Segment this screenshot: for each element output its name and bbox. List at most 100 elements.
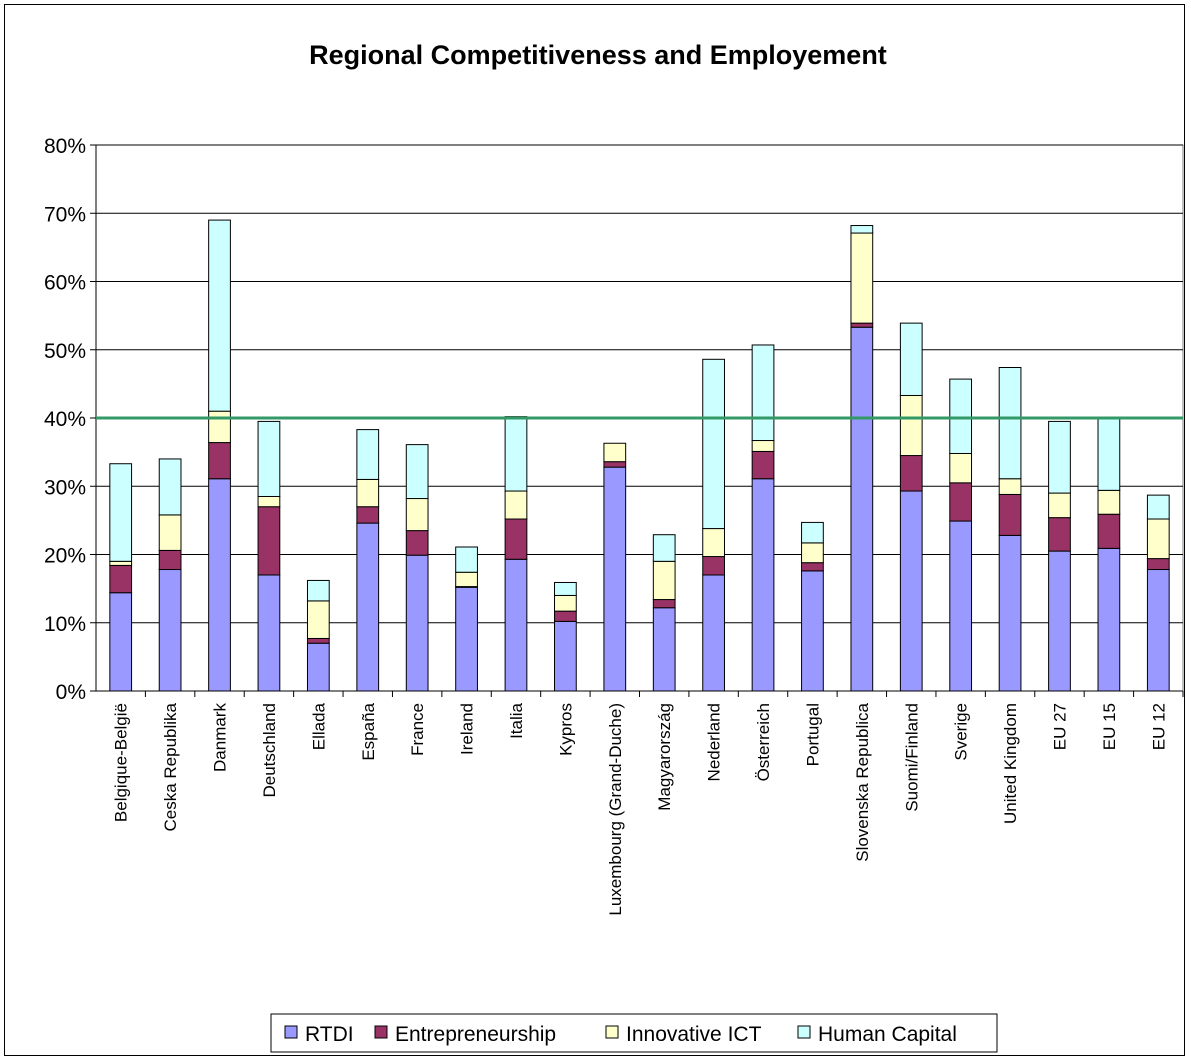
bar-segment bbox=[257, 574, 281, 692]
y-tick-label: 60% bbox=[44, 272, 86, 295]
legend-box bbox=[270, 1013, 998, 1053]
bar-segment bbox=[702, 574, 725, 692]
bar-segment bbox=[306, 637, 330, 644]
category-label: Suomi/Finland bbox=[902, 703, 921, 812]
bar-segment bbox=[405, 444, 429, 500]
legend-label: Innovative ICT bbox=[626, 1023, 762, 1046]
bar-segment bbox=[158, 514, 182, 551]
bar-segment bbox=[801, 521, 824, 544]
category-label: Slovenska Republica bbox=[853, 702, 872, 861]
category-label: Italia bbox=[507, 702, 526, 738]
legend-swatch bbox=[284, 1025, 298, 1039]
bar-segment bbox=[1097, 547, 1121, 692]
y-tick-label: 80% bbox=[44, 135, 86, 158]
category-label: Österreich bbox=[754, 703, 773, 781]
bar-segment bbox=[356, 522, 380, 692]
bar-segment bbox=[899, 490, 923, 692]
bar-segment bbox=[109, 560, 133, 566]
bar-segment bbox=[405, 554, 429, 692]
bar-segment bbox=[455, 571, 478, 588]
bar-segment bbox=[1097, 513, 1121, 549]
bar-segment bbox=[850, 322, 874, 328]
category-label: Portugal bbox=[803, 703, 822, 766]
category-label: Belgique-België bbox=[112, 703, 131, 822]
y-tick-label: 0% bbox=[56, 681, 86, 704]
bar-segment bbox=[899, 394, 923, 457]
bar-segment bbox=[949, 520, 973, 692]
category-label: Sverige bbox=[952, 703, 971, 761]
category-label: Magyarország bbox=[655, 703, 674, 811]
bar-segment bbox=[702, 556, 725, 576]
bar-segment bbox=[356, 429, 380, 480]
legend: RTDI Entrepreneurship Innovative ICT Human … bbox=[270, 1013, 998, 1053]
bar-segment bbox=[652, 534, 676, 562]
bar-segment bbox=[1048, 517, 1071, 552]
bar-segment bbox=[257, 506, 281, 576]
bar-segment bbox=[652, 599, 676, 609]
bar-segment bbox=[949, 452, 973, 484]
bar-segment bbox=[257, 420, 281, 497]
category-label: Ellada bbox=[309, 702, 328, 750]
bar-segment bbox=[109, 463, 133, 562]
bar-segment bbox=[850, 326, 874, 692]
y-tick-label: 50% bbox=[44, 340, 86, 363]
bar-segment bbox=[455, 586, 478, 692]
bar-segment bbox=[306, 579, 330, 602]
x-axis: Belgique-België Ceska Republika Danmark Deu… bbox=[112, 691, 1184, 916]
bar-segment bbox=[158, 569, 182, 692]
bar-segment bbox=[801, 562, 824, 572]
bar-segment bbox=[1097, 489, 1121, 515]
bar-segment bbox=[998, 493, 1022, 536]
bar-segment bbox=[356, 478, 380, 508]
legend-swatch bbox=[605, 1025, 619, 1039]
bar-segment bbox=[1146, 494, 1170, 520]
bar-segment bbox=[306, 642, 330, 692]
legend-swatch bbox=[374, 1025, 388, 1039]
category-label: Deutschland bbox=[260, 703, 279, 798]
bar-segment bbox=[751, 450, 775, 480]
chart-title: Regional Competitiveness and Employement bbox=[309, 40, 887, 70]
legend-label: Entrepreneurship bbox=[395, 1023, 556, 1046]
bar-segment bbox=[1146, 569, 1170, 692]
bar-segment bbox=[751, 478, 775, 692]
y-tick-label: 70% bbox=[44, 203, 86, 226]
bar-segment bbox=[208, 478, 231, 692]
bar-segment bbox=[455, 546, 478, 573]
y-tick-label: 40% bbox=[44, 408, 86, 431]
legend-label: Human Capital bbox=[818, 1023, 957, 1046]
bar-segment bbox=[998, 366, 1022, 480]
legend-swatch bbox=[797, 1025, 811, 1039]
bar-segment bbox=[405, 498, 429, 532]
bar-segment bbox=[998, 534, 1022, 692]
bar-segment bbox=[257, 495, 281, 508]
bar-segment bbox=[801, 542, 824, 564]
category-label: EU 27 bbox=[1050, 703, 1069, 750]
y-tick-label: 20% bbox=[44, 545, 86, 568]
bar-segment bbox=[652, 607, 676, 692]
bar-segment bbox=[356, 506, 380, 524]
bar-segment bbox=[1048, 492, 1071, 519]
category-label: Danmark bbox=[211, 703, 230, 772]
bar-segment bbox=[158, 458, 182, 516]
category-label: Ireland bbox=[458, 703, 477, 755]
bar-segment bbox=[801, 570, 824, 692]
bar-segment bbox=[1048, 550, 1071, 692]
bar-segment bbox=[949, 482, 973, 522]
category-label: EU 15 bbox=[1100, 703, 1119, 750]
bar-segment bbox=[1146, 558, 1170, 571]
bar-segment bbox=[1048, 420, 1071, 494]
category-label: España bbox=[359, 702, 378, 760]
y-tick-label: 10% bbox=[44, 613, 86, 636]
bar-segment bbox=[554, 610, 577, 622]
bar-segment bbox=[850, 225, 874, 234]
bar-segment bbox=[652, 560, 676, 601]
bar-segment bbox=[208, 219, 231, 412]
category-label: Kypros bbox=[556, 703, 575, 756]
bar-segment bbox=[504, 490, 528, 520]
bar-segment bbox=[850, 232, 874, 324]
category-label: France bbox=[408, 703, 427, 756]
y-tick-label: 30% bbox=[44, 476, 86, 499]
bar-segment bbox=[208, 410, 231, 444]
bar-segment bbox=[702, 528, 725, 558]
